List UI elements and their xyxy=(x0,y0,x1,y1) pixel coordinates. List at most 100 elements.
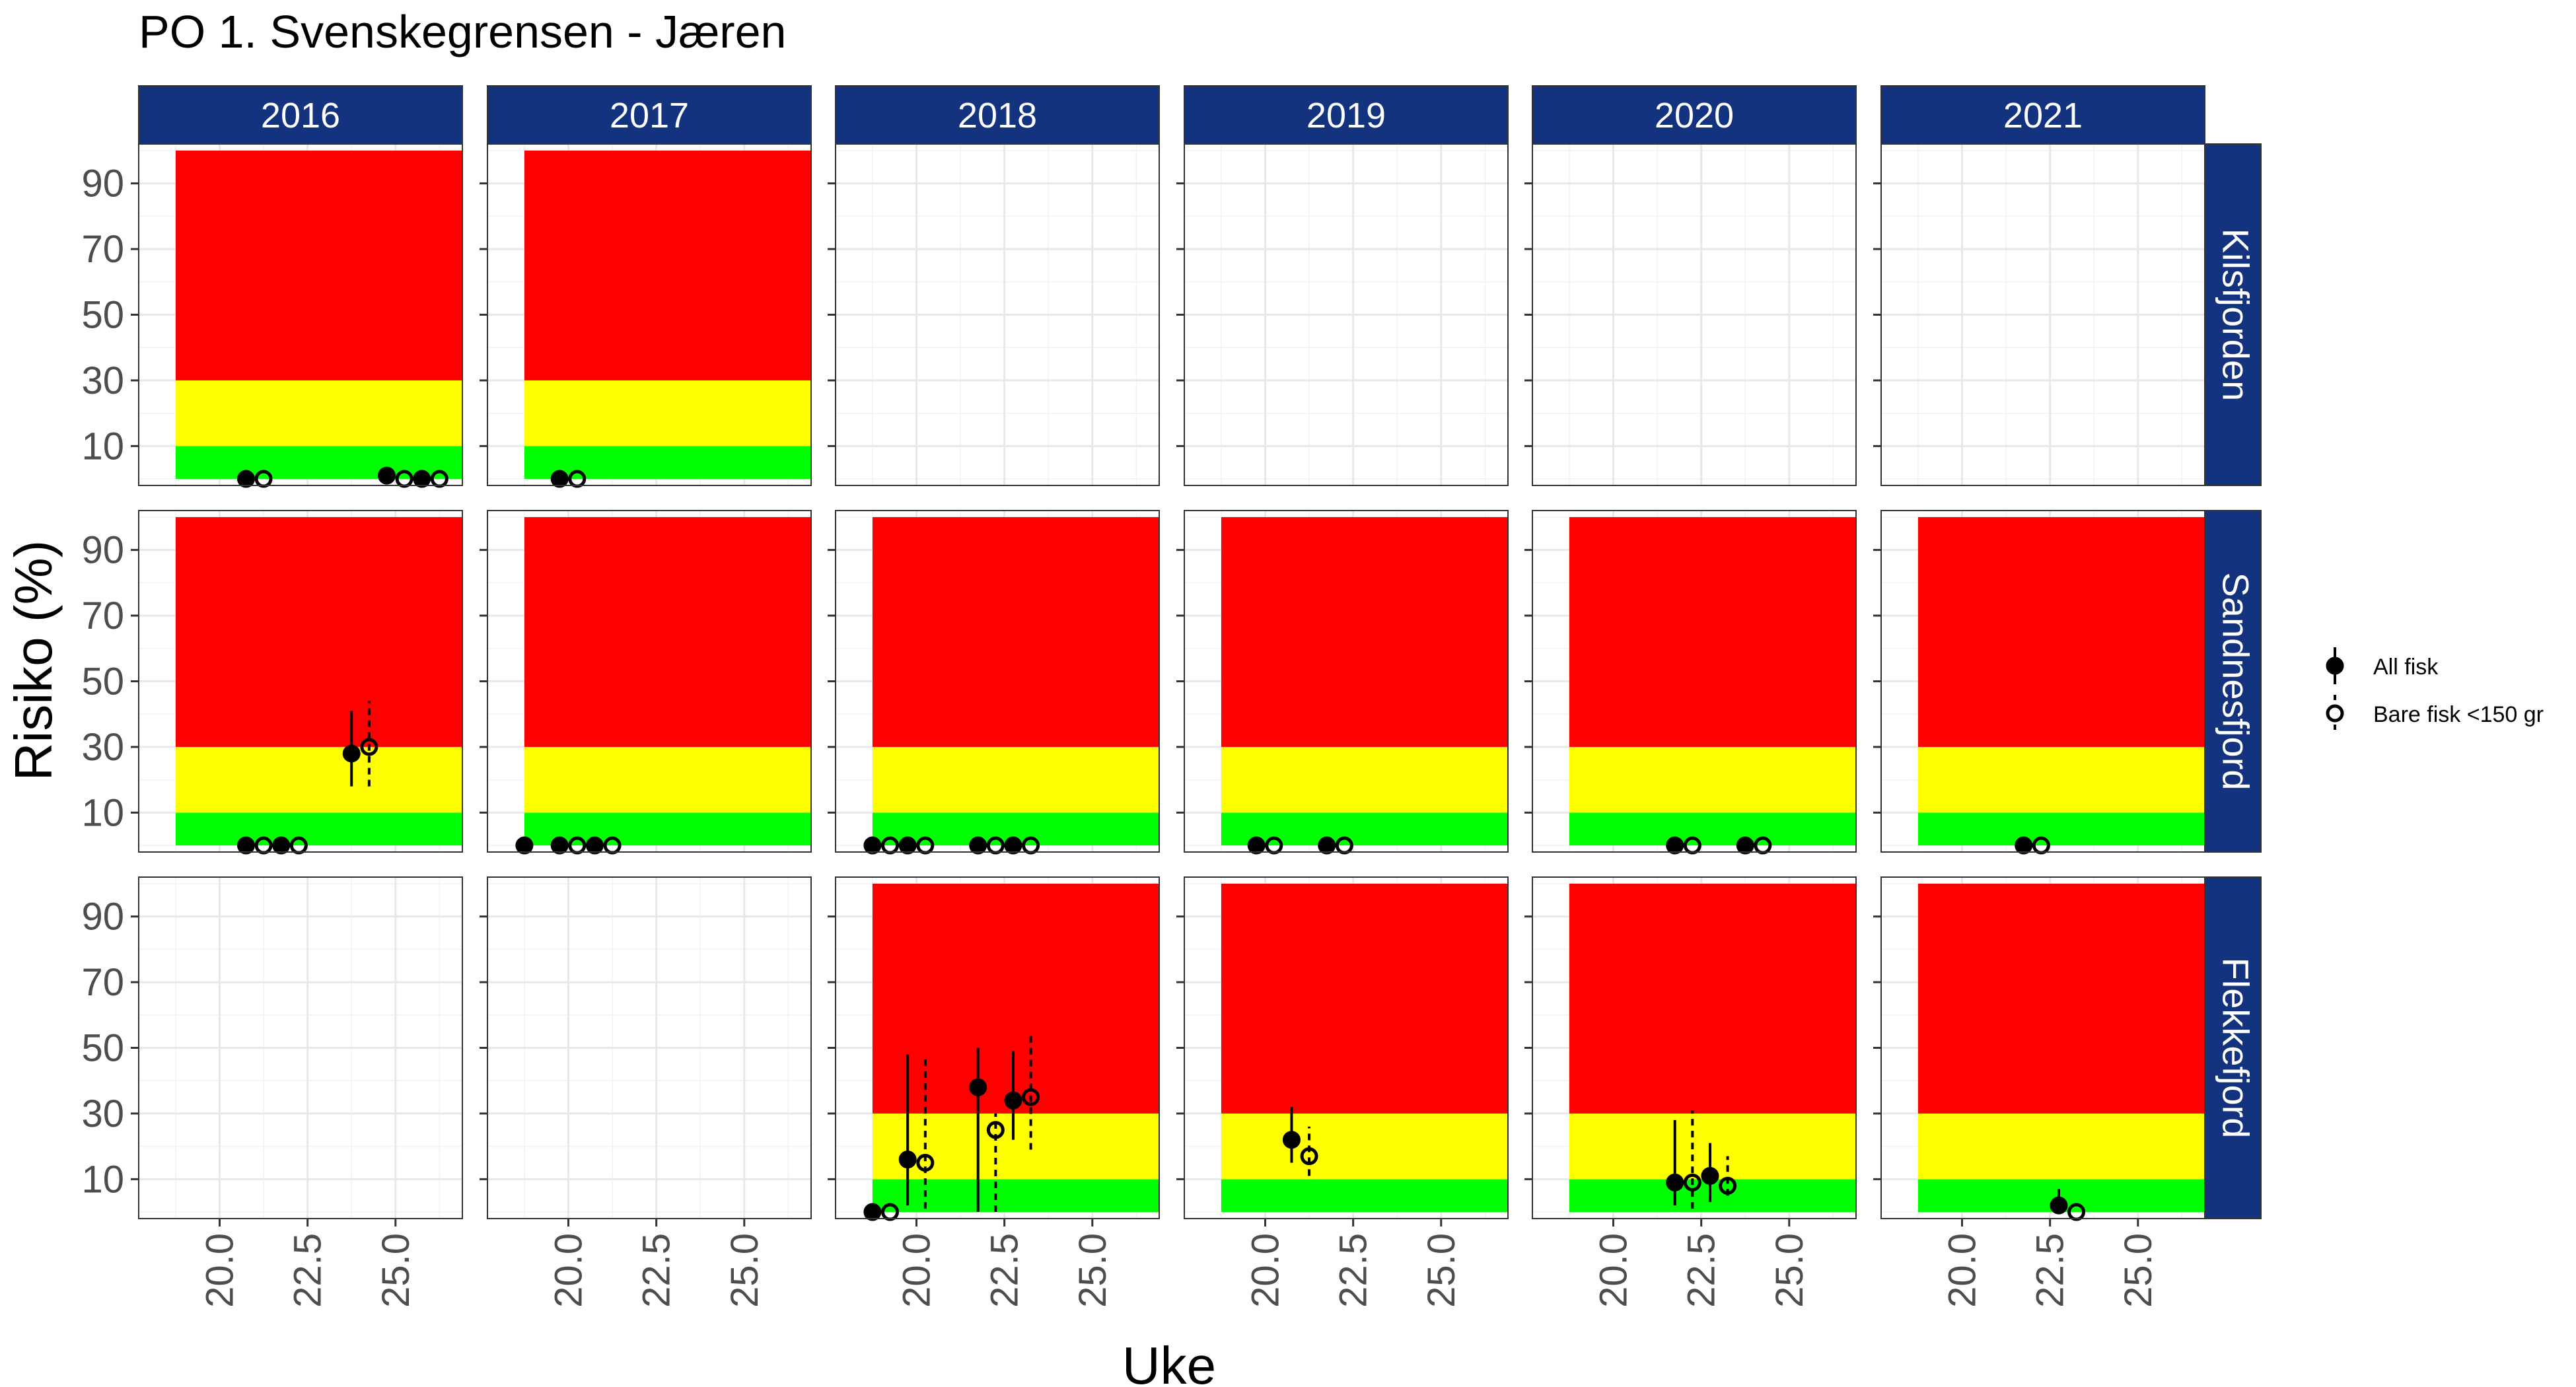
point-bare-fisk xyxy=(254,836,273,855)
point-bare-fisk xyxy=(568,836,587,855)
risk-band-yellow xyxy=(1569,746,1856,813)
location-strip xyxy=(2204,143,2262,486)
year-strip-label: 2017 xyxy=(610,96,689,135)
point-bare-fisk xyxy=(289,836,308,855)
x-tick-label: 22.5 xyxy=(2029,1233,2072,1308)
y-tick-label: 10 xyxy=(81,425,124,468)
risk-band-green xyxy=(1569,1179,1856,1213)
point-bare-fisk xyxy=(360,738,378,756)
x-tick-label: 25.0 xyxy=(1071,1233,1114,1308)
point-bare-fisk xyxy=(1335,836,1353,855)
year-strip-label: 2016 xyxy=(261,96,340,135)
point-all-fisk xyxy=(969,1078,987,1096)
risk-band-yellow xyxy=(1221,1113,1508,1180)
point-all-fisk xyxy=(1666,1173,1684,1191)
risk-band-red xyxy=(872,883,1159,1114)
risk-band-red xyxy=(1221,883,1508,1114)
point-all-fisk xyxy=(236,836,255,855)
location-strip-label: Kilsfjorden xyxy=(2215,229,2257,401)
risk-band-red xyxy=(872,516,1159,747)
legend-key-all-fisk xyxy=(2326,657,2344,675)
x-tick-label: 20.0 xyxy=(199,1233,242,1308)
point-all-fisk xyxy=(1247,836,1266,855)
point-all-fisk xyxy=(1282,1131,1301,1149)
risk-band-green xyxy=(175,446,462,480)
risk-band-red xyxy=(1569,516,1856,747)
point-all-fisk xyxy=(863,1203,882,1221)
year-strip xyxy=(487,85,812,145)
risk-band-red xyxy=(1917,516,2205,747)
y-tick-label: 90 xyxy=(81,162,124,205)
risk-band-yellow xyxy=(872,746,1159,813)
point-all-fisk xyxy=(342,744,361,763)
year-strip xyxy=(138,85,463,145)
y-axis-title: Risiko (%) xyxy=(4,540,63,781)
legend-label: Bare fisk <150 gr xyxy=(2373,702,2544,727)
risk-band-red xyxy=(175,150,462,380)
risk-band-red xyxy=(524,516,811,747)
point-all-fisk xyxy=(898,1151,917,1169)
year-strip-label: 2020 xyxy=(1655,96,1734,135)
x-tick-label: 25.0 xyxy=(1420,1233,1463,1308)
point-all-fisk xyxy=(2015,836,2033,855)
point-bare-fisk xyxy=(1719,1176,1737,1195)
year-strip xyxy=(1880,85,2205,145)
point-bare-fisk xyxy=(916,836,935,855)
point-all-fisk xyxy=(550,470,569,488)
point-bare-fisk xyxy=(1265,836,1283,855)
risk-band-red xyxy=(1221,516,1508,747)
x-tick-label: 22.5 xyxy=(1332,1233,1375,1308)
facet-panels: 2016 2017 2018 2019 2020 2021 Kilsfjorden Sandn… xyxy=(81,85,2262,1308)
point-all-fisk xyxy=(236,470,255,488)
risk-band-yellow xyxy=(524,746,811,813)
x-tick-label: 22.5 xyxy=(635,1233,678,1308)
risk-band-green xyxy=(1221,812,1508,846)
point-bare-fisk xyxy=(1683,1173,1701,1191)
year-strip xyxy=(1532,85,1857,145)
point-bare-fisk xyxy=(603,836,622,855)
x-tick-label: 25.0 xyxy=(723,1233,766,1308)
point-all-fisk xyxy=(413,470,431,488)
point-bare-fisk xyxy=(1754,836,1772,855)
point-bare-fisk xyxy=(986,836,1005,855)
risk-band-yellow xyxy=(1917,1113,2205,1180)
point-all-fisk xyxy=(969,836,987,855)
risk-band-yellow xyxy=(175,380,462,446)
point-all-fisk xyxy=(377,466,396,485)
risk-band-green xyxy=(1221,1179,1508,1213)
chart-title: PO 1. Svenskegrensen - Jæren xyxy=(139,6,786,57)
point-bare-fisk xyxy=(916,1153,935,1172)
point-bare-fisk xyxy=(881,836,900,855)
x-tick-label: 22.5 xyxy=(1680,1233,1723,1308)
x-tick-label: 20.0 xyxy=(1941,1233,1984,1308)
legend: All fisk Bare fisk <150 gr xyxy=(2326,647,2544,732)
point-bare-fisk xyxy=(1683,836,1701,855)
point-all-fisk xyxy=(515,836,534,855)
y-tick-label: 70 xyxy=(81,594,124,637)
point-bare-fisk xyxy=(1300,1147,1318,1166)
x-tick-label: 25.0 xyxy=(1768,1233,1811,1308)
y-tick-label: 50 xyxy=(81,294,124,337)
point-all-fisk xyxy=(550,836,569,855)
point-bare-fisk xyxy=(986,1121,1005,1139)
y-tick-label: 10 xyxy=(81,1158,124,1201)
point-bare-fisk xyxy=(881,1203,900,1221)
y-tick-label: 90 xyxy=(81,896,124,939)
point-bare-fisk xyxy=(1022,1088,1040,1106)
y-tick-label: 70 xyxy=(81,228,124,271)
risk-band-red xyxy=(175,516,462,747)
x-tick-label: 20.0 xyxy=(1592,1233,1635,1308)
x-tick-label: 20.0 xyxy=(896,1233,939,1308)
point-all-fisk xyxy=(1004,836,1022,855)
y-tick-label: 10 xyxy=(81,791,124,834)
point-bare-fisk xyxy=(2032,836,2050,855)
y-tick-label: 30 xyxy=(81,359,124,402)
y-tick-label: 30 xyxy=(81,1092,124,1135)
y-tick-label: 50 xyxy=(81,1027,124,1070)
year-strip xyxy=(1184,85,1509,145)
risk-band-red xyxy=(524,150,811,380)
point-bare-fisk xyxy=(430,470,448,488)
x-tick-label: 22.5 xyxy=(287,1233,330,1308)
x-tick-label: 20.0 xyxy=(548,1233,590,1308)
